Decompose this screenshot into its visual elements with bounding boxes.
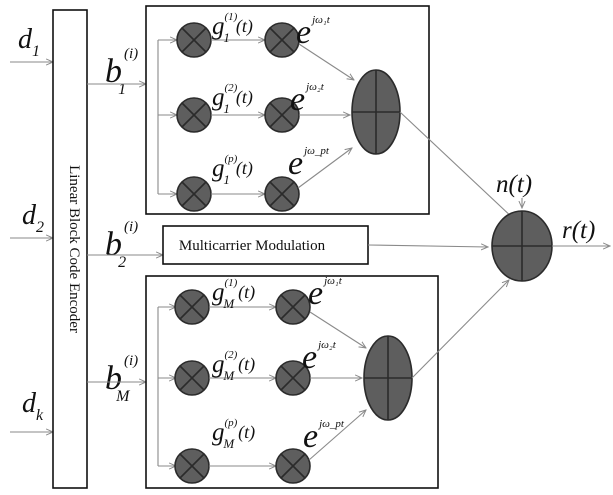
bottom-multiplier-pb	[275, 448, 311, 484]
bottom-e-label-1: ejω₁t	[308, 275, 343, 312]
encoder-label: Linear Block Code Encoder	[66, 165, 82, 333]
top-to-summer-p	[297, 148, 352, 189]
top-e-label-p: ejω_pt	[288, 145, 330, 182]
bottom-multiplier-1a	[174, 289, 210, 325]
input-label-d1: d1	[18, 24, 40, 60]
bottom-to-channel-arrow	[411, 280, 509, 379]
bottom-e-label-2: ejω₂t	[302, 339, 337, 376]
top-to-summer-1	[298, 43, 354, 80]
bottom-g-label-2: g(2) M(t)	[212, 349, 255, 383]
encoder-box	[52, 9, 88, 489]
multicarrier-modulation-label: Multicarrier Modulation	[179, 238, 326, 254]
bottom-summer	[363, 335, 413, 421]
input-label-d2: d2	[22, 200, 44, 236]
branch-label-b1: b (i) 1	[105, 46, 138, 98]
branch-label-bM: b (i) M	[105, 353, 138, 405]
top-e-label-2: ejω₂t	[290, 81, 325, 118]
top-to-channel-arrow	[399, 111, 516, 221]
top-multiplier-1a	[176, 22, 212, 58]
top-g-label-2: g(2) 1(t)	[212, 82, 253, 116]
branch-label-b2: b (i) 2	[105, 219, 138, 271]
bottom-to-summer-p	[308, 410, 366, 461]
bottom-multiplier-pa	[174, 448, 210, 484]
bottom-to-summer-1	[309, 311, 366, 348]
output-label: r(t)	[562, 217, 595, 244]
top-multiplier-1b	[264, 22, 300, 58]
noise-label: n(t)	[496, 171, 532, 198]
top-g-label-1: g(1) 1(t)	[212, 11, 253, 45]
channel-summer	[491, 210, 553, 282]
bottom-multiplier-2b	[275, 360, 311, 396]
bottom-g-label-p: g(p) M(t)	[212, 417, 255, 451]
top-multiplier-pb	[264, 176, 300, 212]
top-summer	[351, 69, 401, 155]
top-e-label-1: ejω₁t	[296, 14, 331, 51]
bottom-e-label-p: ejω_pt	[303, 418, 345, 455]
top-g-label-p: g(p) 1(t)	[212, 153, 253, 187]
input-label-dk: dk	[22, 388, 44, 424]
bottom-multiplier-1b	[275, 289, 311, 325]
middle-to-channel-arrow	[367, 245, 488, 247]
top-multiplier-2a	[176, 97, 212, 133]
top-multiplier-pa	[176, 176, 212, 212]
bottom-g-label-1: g(1) M(t)	[212, 277, 255, 311]
multicarrier-modulation-box	[162, 225, 369, 265]
bottom-multiplier-2a	[174, 360, 210, 396]
